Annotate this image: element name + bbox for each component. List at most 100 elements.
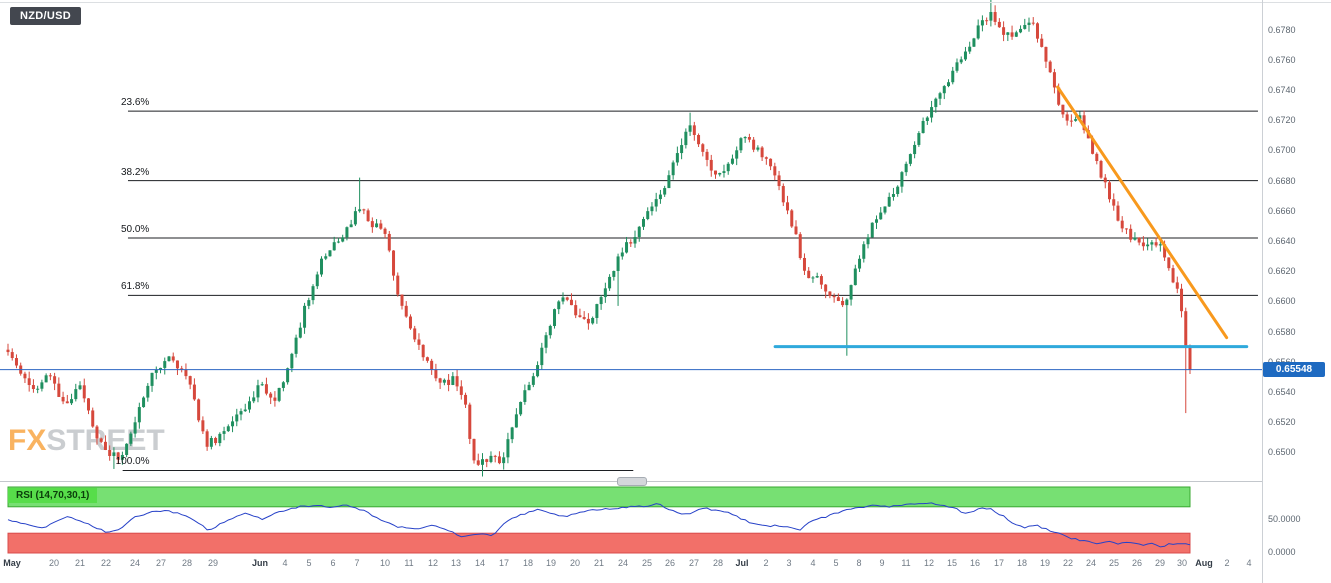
candle-body xyxy=(616,256,620,272)
candle-body xyxy=(146,385,150,398)
candle-body xyxy=(1040,38,1044,47)
candle-body xyxy=(256,385,260,398)
candle-body xyxy=(705,151,709,160)
candle-body xyxy=(328,250,332,257)
candle-body xyxy=(506,439,510,458)
candle-body xyxy=(404,305,408,317)
candle-body xyxy=(358,209,362,212)
candle-body xyxy=(760,147,764,158)
candle-body xyxy=(57,383,61,397)
candle-body xyxy=(303,305,307,328)
candle-body xyxy=(197,399,201,421)
candle-body xyxy=(480,459,484,465)
candle-body xyxy=(968,46,972,52)
candle-body xyxy=(74,389,78,400)
candle-body xyxy=(142,397,146,408)
candle-body xyxy=(896,186,900,195)
candle-body xyxy=(345,227,349,238)
candle-body xyxy=(1082,115,1086,131)
candle-body xyxy=(836,297,840,302)
candle-body xyxy=(392,250,396,276)
candle-body xyxy=(336,241,340,243)
candle-body xyxy=(1184,311,1188,346)
candle-body xyxy=(934,98,938,108)
chart-top-border xyxy=(0,2,1331,3)
candle-body xyxy=(23,373,27,379)
candle-body xyxy=(811,277,815,279)
candle-body xyxy=(366,210,370,222)
candle-body xyxy=(1061,104,1065,115)
candle-body xyxy=(989,12,993,21)
candle-body xyxy=(468,404,472,439)
candle-body xyxy=(646,211,650,219)
candle-body xyxy=(739,138,743,151)
candle-body xyxy=(243,409,247,412)
candle-body xyxy=(540,347,544,366)
candle-body xyxy=(608,276,612,289)
candle-body xyxy=(44,375,48,383)
symbol-badge: NZD/USD xyxy=(10,7,81,25)
candle-body xyxy=(773,166,777,176)
candle-body xyxy=(1099,161,1103,178)
candle-body xyxy=(985,20,989,22)
candle-body xyxy=(658,194,662,200)
candle-body xyxy=(129,433,133,444)
chart-scrollbar-thumb[interactable] xyxy=(617,477,647,486)
candle-body xyxy=(938,93,942,99)
candle-body xyxy=(866,237,870,245)
candle-body xyxy=(955,62,959,71)
candle-body xyxy=(519,401,523,415)
candle-body xyxy=(298,327,302,338)
candle-body xyxy=(510,427,514,440)
candle-body xyxy=(502,457,506,464)
candle-body xyxy=(61,396,65,402)
candle-body xyxy=(692,125,696,136)
candle-body xyxy=(1010,32,1014,37)
axis-separator xyxy=(1262,0,1263,583)
candle-body xyxy=(858,258,862,269)
fxstreet-watermark: FXSTREET xyxy=(8,424,165,458)
candle-body xyxy=(586,318,590,324)
candle-body xyxy=(341,237,345,242)
candle-body xyxy=(807,270,811,279)
candle-body xyxy=(192,384,196,400)
candle-body xyxy=(269,393,273,398)
candle-body xyxy=(214,437,218,444)
candle-body xyxy=(476,460,480,465)
candle-body xyxy=(870,222,874,238)
candle-body xyxy=(976,25,980,39)
candle-body xyxy=(798,234,802,258)
rsi-overbought-band xyxy=(7,486,1191,508)
candle-body xyxy=(553,309,557,326)
watermark-fx-text: FX xyxy=(8,424,47,457)
candle-body xyxy=(951,70,955,83)
rsi-indicator-label[interactable]: RSI (14,70,30,1) xyxy=(8,488,98,503)
candle-body xyxy=(527,384,531,391)
candle-body xyxy=(671,162,675,176)
candle-body xyxy=(853,268,857,286)
candle-body xyxy=(862,244,866,259)
candle-body xyxy=(1078,115,1082,120)
candle-body xyxy=(447,379,451,385)
trendline[interactable] xyxy=(1056,85,1229,340)
candle-body xyxy=(845,299,849,306)
candle-body xyxy=(438,378,442,383)
candle-body xyxy=(485,459,489,462)
candle-body xyxy=(315,274,319,287)
candle-body xyxy=(523,390,527,402)
candle-body xyxy=(1120,220,1124,229)
candle-body xyxy=(959,59,963,63)
candle-body xyxy=(1057,87,1061,105)
candle-body xyxy=(629,242,633,244)
candle-body xyxy=(1124,228,1128,230)
candle-body xyxy=(349,224,353,228)
candle-body xyxy=(637,226,641,238)
candle-body xyxy=(6,349,10,353)
candle-body xyxy=(925,117,929,122)
candle-body xyxy=(362,209,366,211)
rsi-oversold-band xyxy=(7,532,1191,554)
candle-body xyxy=(78,385,82,390)
candle-body xyxy=(1188,345,1192,370)
candle-body xyxy=(65,401,69,404)
